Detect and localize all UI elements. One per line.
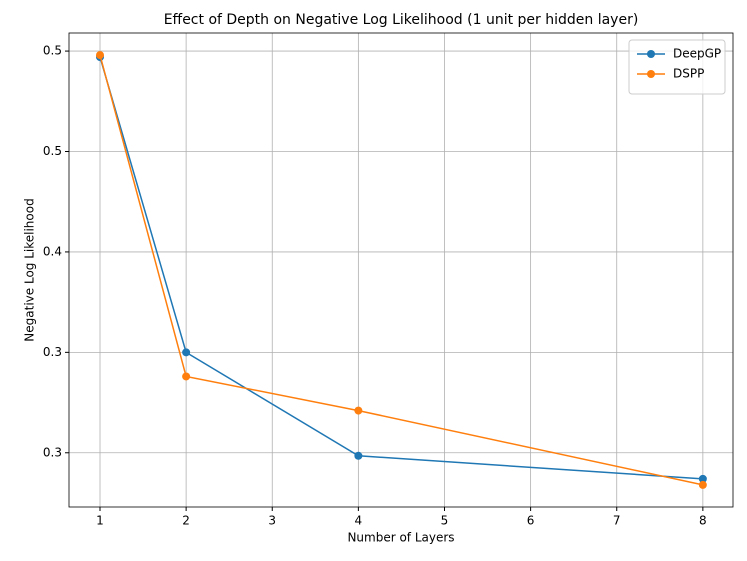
y-tick-label: 0.3	[43, 345, 62, 359]
x-tick-label: 8	[699, 514, 707, 528]
x-tick-label: 7	[613, 514, 621, 528]
chart-title: Effect of Depth on Negative Log Likeliho…	[164, 12, 639, 28]
x-axis-label: Number of Layers	[347, 531, 454, 545]
y-tick-label: 0.3	[43, 445, 62, 459]
point	[182, 348, 191, 357]
x-tick-label: 2	[182, 514, 190, 528]
point	[354, 406, 363, 415]
legend-marker	[647, 50, 655, 58]
y-tick-label: 0.5	[43, 144, 62, 158]
x-tick-label: 5	[441, 514, 449, 528]
series-line	[99, 56, 703, 480]
point	[698, 480, 707, 489]
y-tick-label: 0.5	[43, 44, 62, 58]
x-tick-label: 1	[96, 514, 104, 528]
series-line	[99, 54, 704, 486]
x-tick-label: 3	[268, 514, 276, 528]
x-tick-label: 6	[527, 514, 535, 528]
point	[698, 474, 707, 483]
legend-label: DSPP	[673, 67, 704, 81]
plot-frame	[68, 32, 734, 508]
legend-label: DeepGP	[673, 47, 721, 61]
point	[354, 451, 363, 460]
y-tick-label: 0.4	[43, 244, 62, 258]
y-axis-label: Negative Log Likelihood	[23, 198, 37, 341]
legend-marker	[647, 70, 655, 78]
x-tick-label: 4	[355, 514, 363, 528]
point	[182, 372, 191, 381]
point	[96, 51, 105, 60]
